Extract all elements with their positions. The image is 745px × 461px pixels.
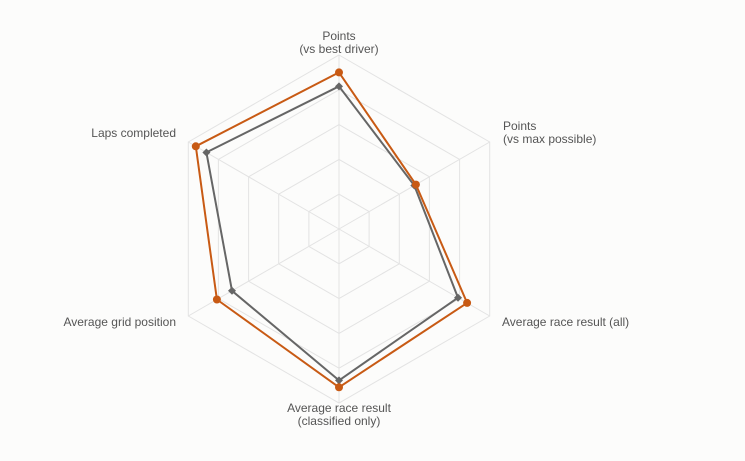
data-point	[335, 383, 343, 392]
axis-label-line: Points	[503, 119, 536, 133]
grid-spoke	[188, 141, 340, 230]
axis-label: Average race result (classified only)	[287, 401, 392, 428]
axis-label-line: Average race result	[287, 401, 392, 415]
axis-label-line: (classified only)	[298, 414, 381, 428]
radar-grid	[187, 54, 491, 404]
data-point	[191, 142, 200, 151]
axis-label: Average grid position	[63, 315, 176, 329]
axis-label-line: Average grid position	[63, 315, 176, 329]
radar-series	[191, 68, 472, 392]
data-point	[212, 295, 221, 304]
axis-label-line: (vs max possible)	[503, 132, 596, 146]
axis-label: Points (vs max possible)	[503, 119, 596, 146]
axis-label-line: Points	[322, 29, 355, 43]
data-point	[454, 293, 463, 302]
axis-label: Average race result (all)	[502, 315, 629, 329]
data-point	[335, 82, 343, 91]
axis-label-line: (vs best driver)	[299, 42, 378, 56]
radar-axis-labels: Points (vs best driver)Points (vs max poss…	[63, 29, 629, 428]
grid-spoke	[188, 228, 340, 317]
data-point	[335, 376, 343, 385]
data-point	[411, 180, 420, 189]
data-point	[228, 286, 237, 295]
data-point	[335, 68, 343, 77]
axis-label: Points (vs best driver)	[299, 29, 378, 56]
axis-label-line: Average race result (all)	[502, 315, 629, 329]
data-point	[463, 298, 472, 307]
axis-label: Laps completed	[91, 126, 176, 140]
series-line	[194, 71, 469, 389]
data-point	[202, 148, 211, 157]
axis-label-line: Laps completed	[91, 126, 176, 140]
series-0	[191, 68, 472, 392]
